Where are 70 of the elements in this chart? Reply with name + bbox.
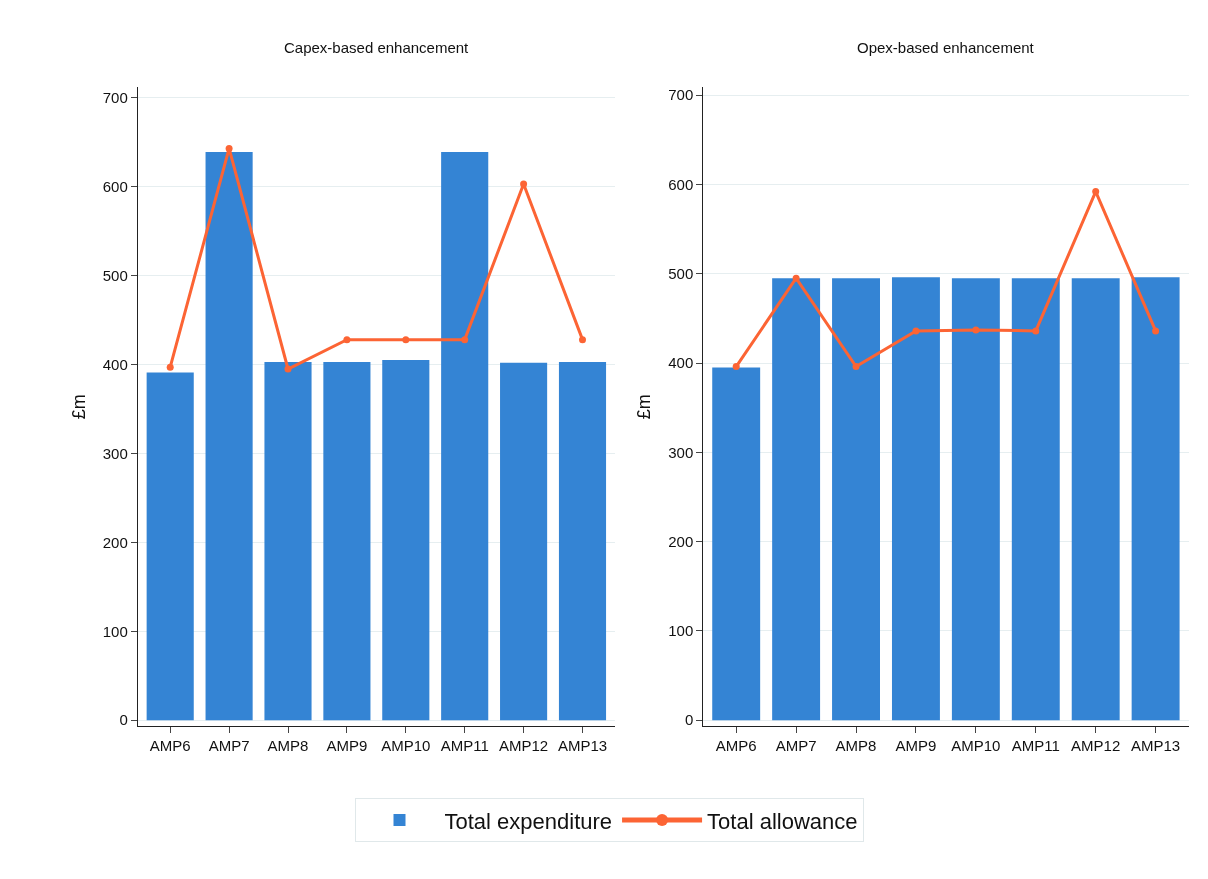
point: [225, 144, 233, 152]
x-tick-label: AMP7: [208, 737, 250, 755]
y-tick-label: 200: [668, 532, 694, 550]
bar: [1071, 278, 1120, 721]
bar: [712, 367, 761, 721]
point: [852, 363, 860, 371]
y-tick-label: 300: [102, 444, 128, 462]
y-tick-label: 500: [102, 266, 128, 284]
y-tick-label: 400: [668, 354, 694, 372]
x-tick-label: AMP13: [557, 737, 608, 755]
x-tick-label: AMP12: [499, 737, 549, 755]
x-tick-label: AMP6: [715, 737, 757, 755]
point: [166, 363, 174, 371]
x-tick-label: AMP9: [895, 737, 937, 755]
y-tick-label: 700: [102, 89, 128, 107]
x-tick-label: AMP9: [326, 737, 368, 755]
chart-title: Capex-based enhancement: [284, 39, 470, 56]
legend-label: Total expenditure: [444, 808, 613, 834]
bar: [323, 361, 371, 721]
y-tick-label: 200: [102, 533, 128, 551]
y-axis-title: £m: [634, 394, 655, 420]
x-tick-label: AMP11: [1011, 737, 1060, 755]
y-tick-label: 600: [668, 175, 694, 193]
x-tick-label: AMP11: [440, 737, 489, 755]
bar: [951, 278, 1000, 721]
bar: [832, 278, 880, 721]
bar: [891, 277, 940, 721]
bar: [500, 362, 548, 721]
point: [343, 336, 351, 344]
y-tick-label: 600: [102, 177, 128, 195]
y-tick-label: 500: [668, 264, 694, 282]
y-tick-label: 100: [102, 622, 128, 640]
x-tick-label: AMP10: [381, 737, 431, 755]
point: [1092, 188, 1100, 196]
x-tick-label: AMP6: [149, 737, 191, 755]
bar: [441, 152, 489, 721]
x-tick-label: AMP12: [1071, 737, 1121, 755]
bar: [558, 361, 607, 721]
point: [1032, 327, 1040, 335]
bar: [146, 372, 194, 721]
point: [1152, 327, 1160, 335]
bar: [264, 361, 312, 721]
y-tick-label: 100: [668, 622, 694, 640]
point: [284, 365, 292, 373]
bar: [772, 278, 821, 721]
point: [732, 363, 740, 371]
y-tick-label: 300: [668, 443, 694, 461]
y-tick-label: 400: [102, 355, 128, 373]
y-tick-label: 700: [668, 86, 694, 104]
x-tick-label: AMP13: [1131, 737, 1181, 755]
point: [972, 326, 980, 334]
point: [402, 336, 410, 344]
y-tick-label: 0: [684, 711, 694, 729]
y-axis-title: £m: [68, 394, 89, 420]
point: [520, 180, 528, 188]
point: [912, 327, 920, 335]
point: [461, 336, 469, 344]
y-tick-label: 0: [119, 711, 128, 729]
legend-label: Total allowance: [707, 808, 858, 834]
bar: [205, 152, 253, 721]
x-tick-label: AMP8: [267, 737, 309, 755]
x-tick-label: AMP10: [951, 737, 1001, 755]
bar: [382, 360, 430, 721]
bar: [1011, 278, 1060, 721]
bar: [1131, 277, 1180, 721]
chart-title: Opex-based enhancement: [857, 39, 1035, 56]
point: [792, 274, 800, 282]
x-tick-label: AMP8: [835, 737, 877, 755]
x-tick-label: AMP7: [775, 737, 817, 755]
point: [579, 336, 586, 344]
